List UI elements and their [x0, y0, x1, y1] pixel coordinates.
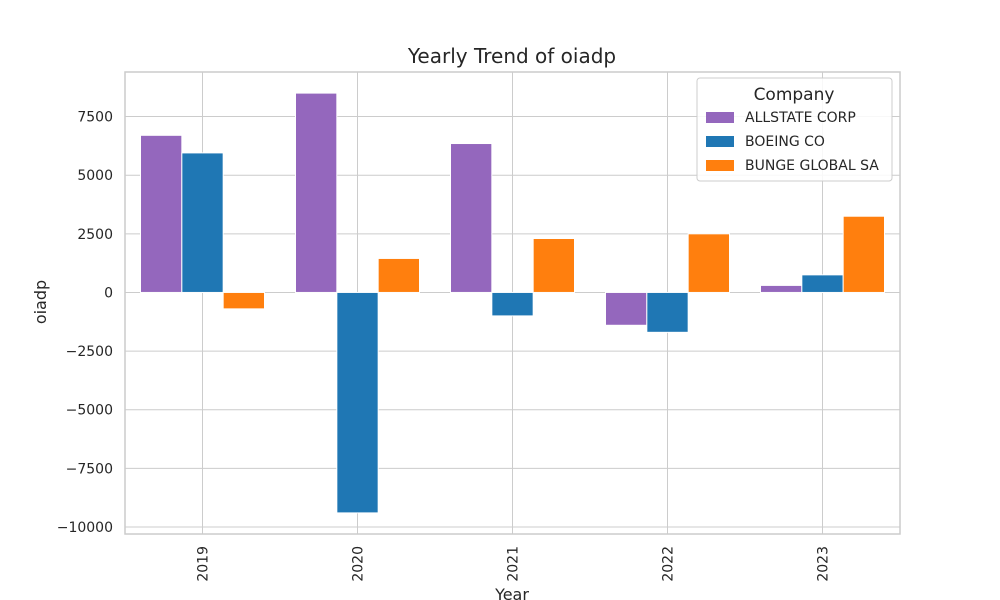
x-tick-label: 2019	[196, 546, 212, 582]
y-tick-label: −7500	[66, 461, 113, 477]
legend-label: BUNGE GLOBAL SA	[745, 158, 879, 174]
y-axis-label: oiadp	[31, 280, 50, 324]
y-tick-label: −5000	[66, 403, 113, 419]
y-tick-label: 7500	[77, 110, 113, 126]
bar	[760, 284, 803, 293]
legend-box	[696, 77, 893, 182]
bar	[295, 92, 338, 293]
x-tick-label: 2023	[816, 546, 832, 582]
x-tick-label: 2021	[506, 546, 522, 582]
bar	[532, 238, 576, 293]
y-tick-labels: −10000 −7500 −5000 −2500 0 2500 5000 7500	[57, 110, 113, 536]
legend-title: Company	[754, 85, 835, 105]
bar	[140, 134, 183, 293]
legend: Company ALLSTATE CORP BOEING CO BUNGE GLOB…	[696, 77, 893, 182]
bar	[605, 291, 648, 326]
plot-frame	[124, 71, 901, 535]
y-tick-label: −2500	[66, 344, 113, 360]
x-axis-label: Year	[494, 585, 529, 600]
x-tick-labels: 2019 2020 2021 2022 2023	[196, 546, 832, 582]
y-tick-label: 2500	[77, 227, 113, 243]
bar	[336, 291, 379, 514]
y-tick-label: −10000	[57, 520, 113, 536]
legend-label: BOEING CO	[745, 134, 825, 150]
bar	[842, 215, 886, 293]
y-tick-label: 0	[104, 285, 113, 301]
bar	[377, 257, 420, 293]
legend-label: ALLSTATE CORP	[745, 110, 856, 126]
legend-swatch	[706, 160, 734, 171]
bar	[687, 233, 731, 293]
x-tick-label: 2022	[661, 546, 677, 582]
bar	[222, 291, 266, 310]
bar	[491, 291, 534, 317]
bars	[140, 92, 886, 514]
bar	[801, 274, 844, 293]
y-tick-label: 5000	[77, 168, 113, 184]
bar	[181, 152, 224, 293]
bar	[646, 291, 689, 333]
legend-swatch	[706, 112, 734, 123]
chart-title: Yearly Trend of oiadp	[407, 44, 616, 68]
x-tick-label: 2020	[351, 546, 367, 582]
bar	[450, 143, 493, 293]
legend-swatch	[706, 136, 734, 147]
